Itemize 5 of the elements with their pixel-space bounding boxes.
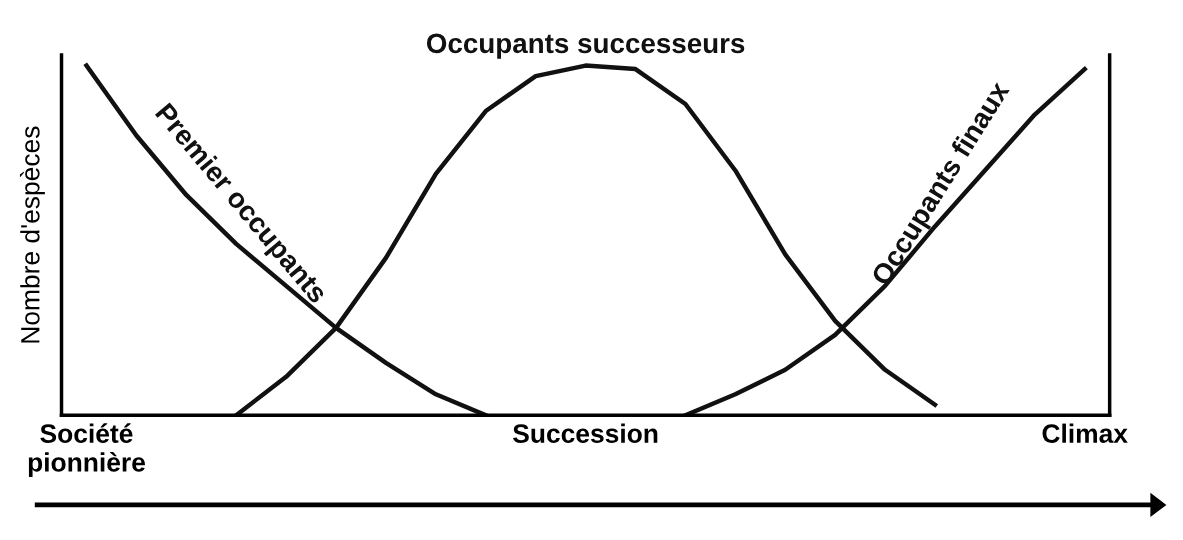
x-tick-label: Société pionnière: [28, 423, 145, 477]
x-tick-label: Succession: [513, 423, 658, 443]
series-label: Occupants successeurs: [426, 33, 745, 59]
x-tick-label: Climax: [1042, 423, 1128, 443]
y-axis-title: Nombre d'espèces: [19, 126, 45, 343]
